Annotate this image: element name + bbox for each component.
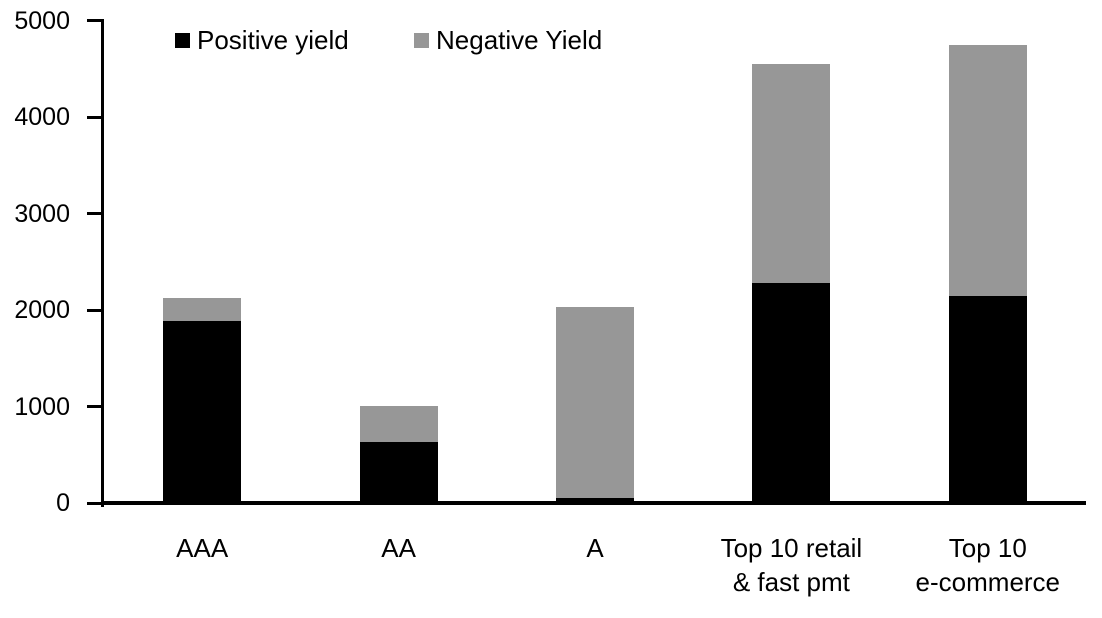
y-axis-label: 3000 (14, 199, 70, 228)
y-axis-tick (87, 405, 101, 408)
bar-segment-positive (556, 498, 634, 503)
x-axis-category-label-line: & fast pmt (732, 567, 850, 597)
x-axis-category-label-line: Top 10 retail (720, 533, 863, 563)
y-axis-label: 0 (56, 489, 70, 517)
legend-label-negative-yield: Negative Yield (436, 24, 603, 55)
x-axis-category-label: Top 10 e-commerce (858, 531, 1102, 599)
bar-segment-positive (359, 442, 438, 503)
y-axis-label: 5000 (14, 6, 70, 35)
bar-segment-positive (948, 295, 1027, 503)
bar-segment-positive (752, 282, 831, 503)
y-axis-tick (87, 212, 101, 215)
y-axis-label: 1000 (14, 392, 70, 421)
y-axis-tick (87, 308, 101, 312)
legend-item-positive-yield: Positive yield (175, 24, 349, 56)
legend-item-negative-yield: Negative Yield (414, 24, 602, 56)
y-axis-tick (87, 19, 101, 22)
x-axis-category-label: Top 10 retail & fast pmt (661, 531, 921, 599)
y-axis-label: 2000 (14, 296, 70, 324)
x-axis-category-label: AA (269, 531, 529, 565)
x-axis-category-label: A (465, 531, 725, 565)
x-axis-category-label-line: AAA (176, 533, 229, 563)
y-axis-label: 4000 (14, 103, 70, 131)
bar-segment-negative (948, 44, 1027, 296)
x-axis-category-label-line: e-commerce (915, 567, 1061, 597)
legend-label-positive-yield: Positive yield (197, 24, 349, 55)
bar-segment-negative (752, 63, 831, 283)
bar-segment-negative (556, 307, 634, 499)
y-axis-line (101, 19, 104, 507)
bar-segment-positive (163, 320, 242, 503)
x-axis-category-label-line: Top 10 (948, 533, 1027, 563)
x-axis-category-label: AAA (72, 531, 332, 565)
x-axis-category-label-line: AA (381, 533, 416, 563)
y-axis-tick (87, 501, 101, 505)
negative-yield-swatch-icon (414, 32, 429, 48)
x-axis-category-label-line: A (586, 533, 604, 563)
bar-segment-negative (163, 298, 242, 321)
positive-yield-swatch-icon (175, 32, 190, 48)
bar-segment-negative (359, 405, 438, 443)
y-axis-tick (87, 115, 101, 119)
